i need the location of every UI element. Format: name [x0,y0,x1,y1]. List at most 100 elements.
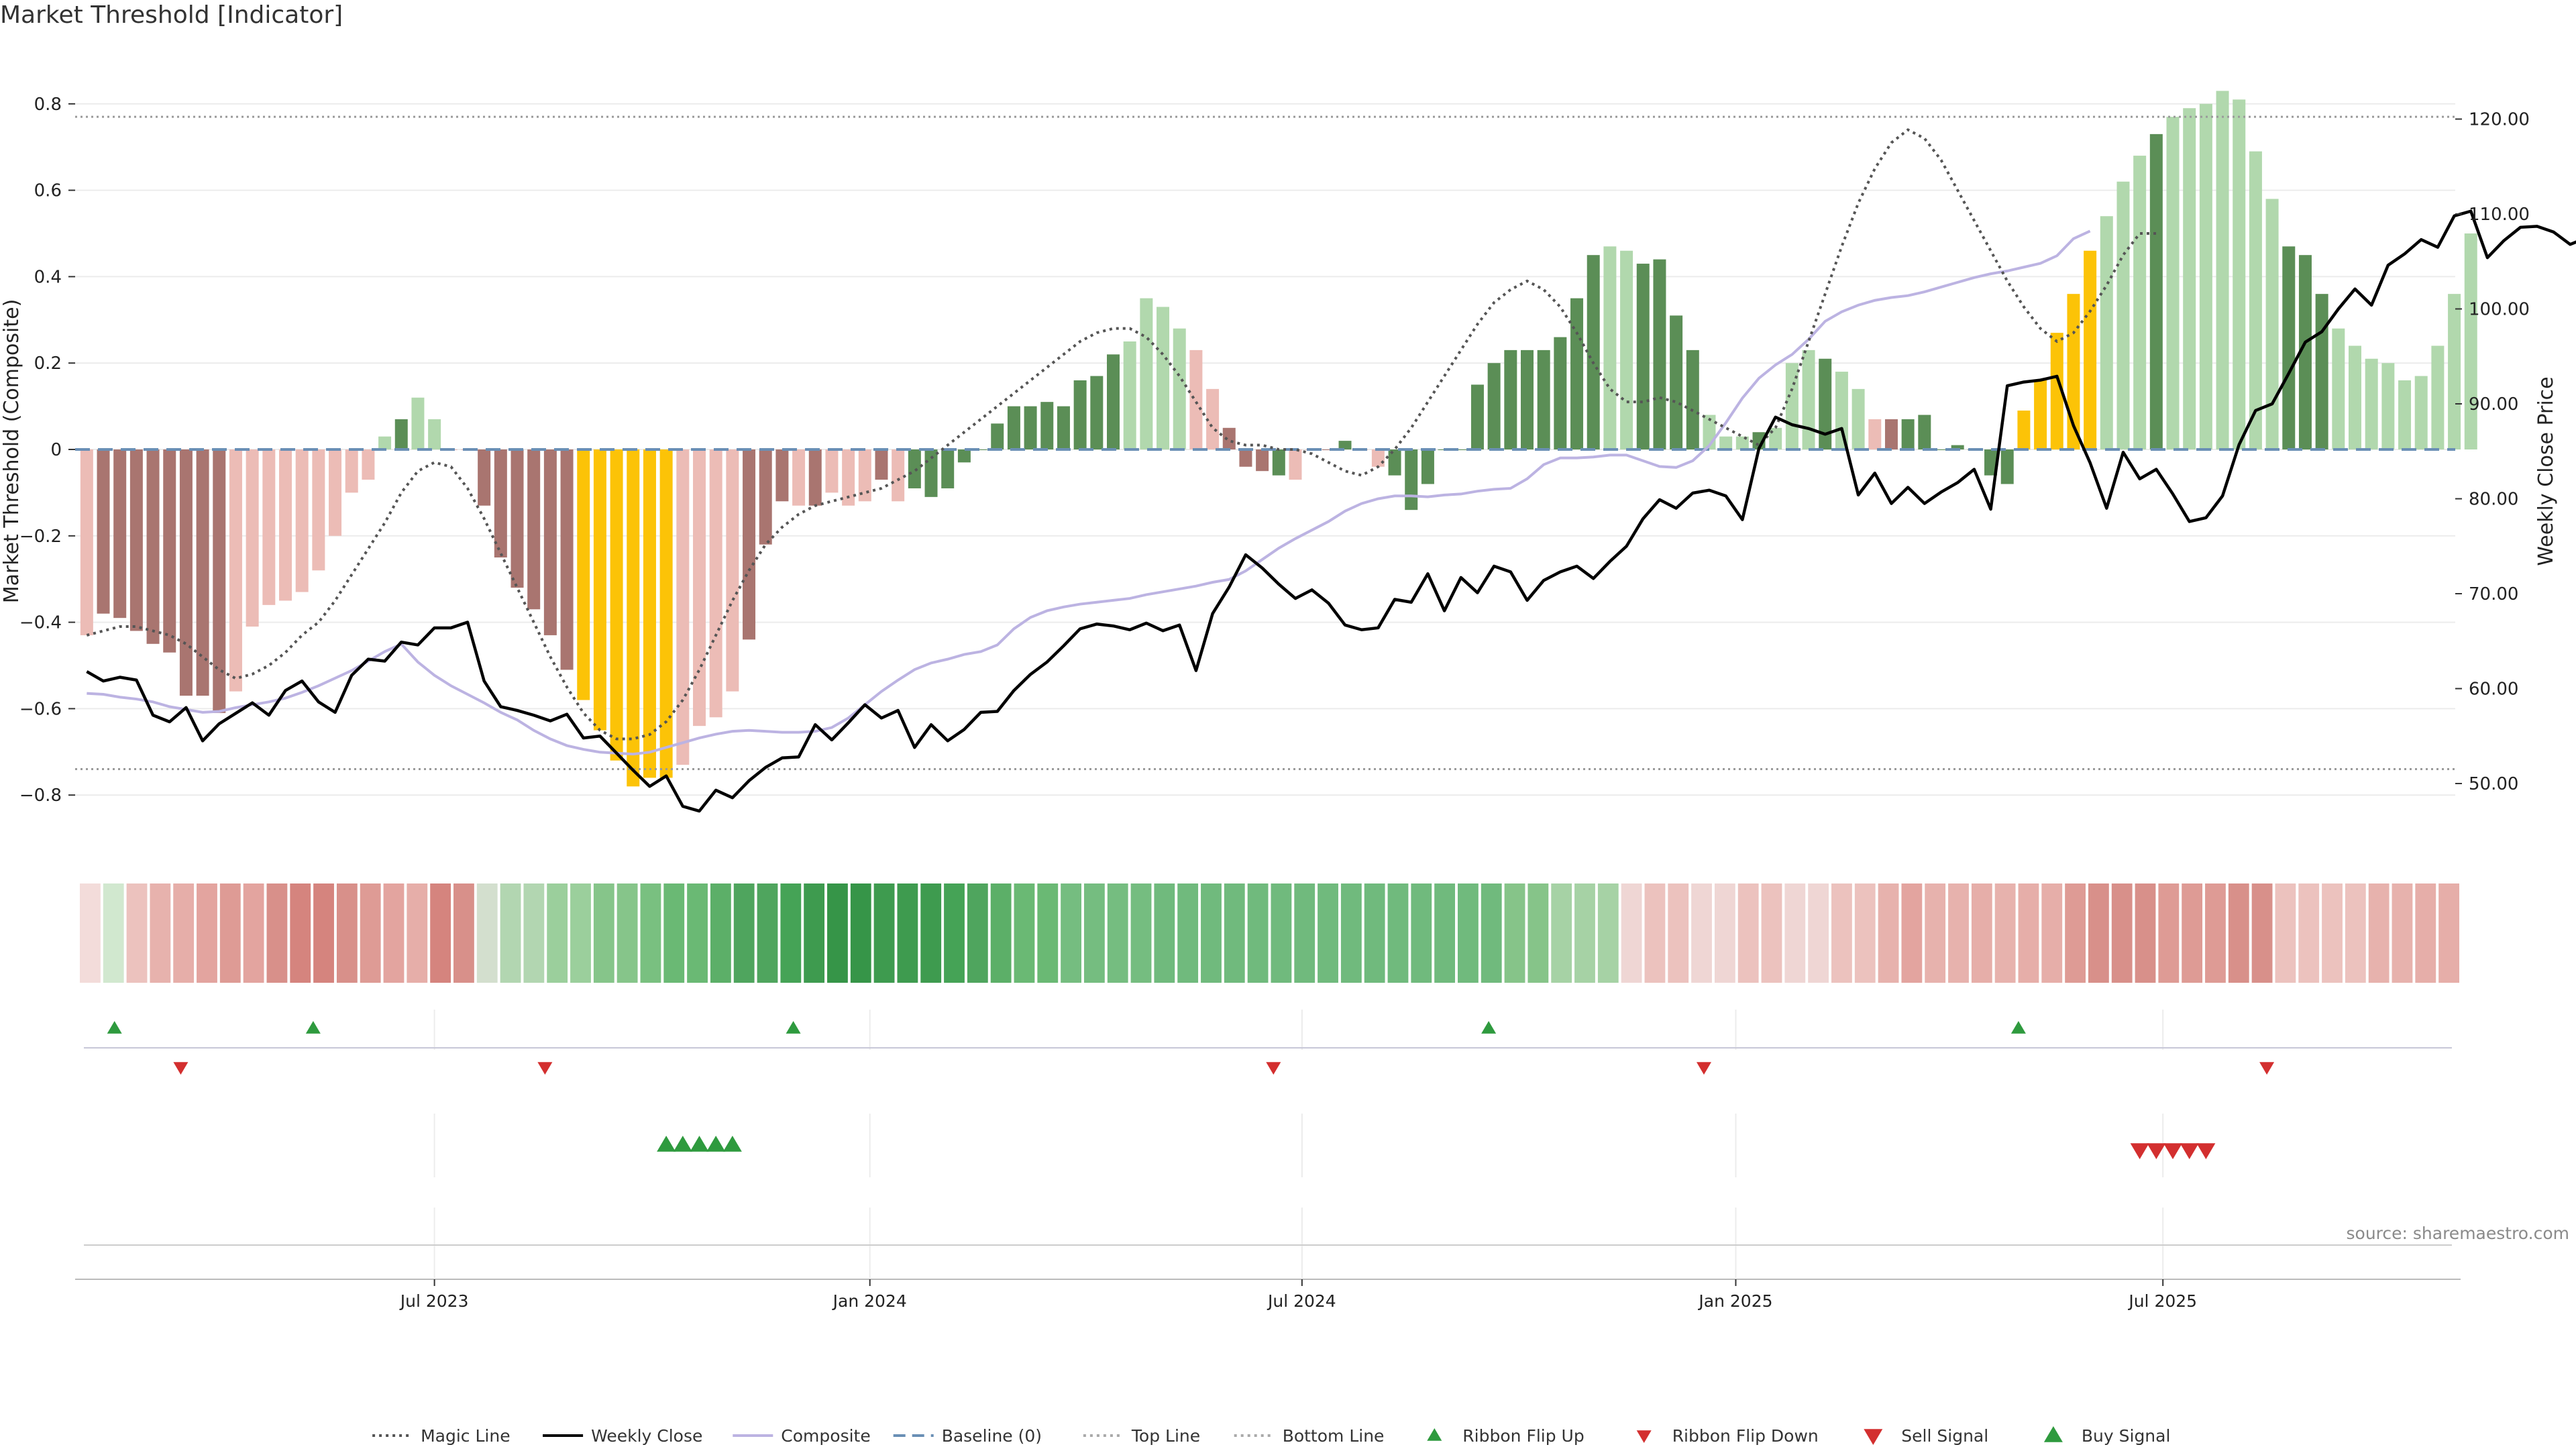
composite-bar [1140,298,1153,449]
weekly-close-line [86,209,2576,813]
buy-signal-marker [722,1136,742,1152]
ribbon-cell [967,883,988,983]
left-axis-tick-label: 0.8 [34,95,62,115]
composite-bar [163,449,176,653]
composite-bar [1272,449,1285,476]
ribbon-cell [2322,883,2343,983]
composite-bar [908,449,921,488]
ribbon-cell [687,883,708,983]
composite-bar [875,449,888,480]
ribbon-cell [1224,883,1245,983]
sell-signal-marker [2147,1143,2166,1159]
ribbon-cell [616,883,638,983]
composite-bar [2249,151,2262,449]
source-credit: source: sharemaestro.com [2346,1224,2570,1243]
legend-swatch [1636,1430,1652,1443]
ribbon-cell [897,883,918,983]
ribbon-cell [1083,883,1105,983]
ribbon-cell [2251,883,2273,983]
composite-bar [2084,250,2097,449]
ribbon-cell [1318,883,1338,983]
composite-bar [1653,259,1666,449]
ribbon-cell [150,883,171,983]
legend-item [1427,1428,1442,1441]
composite-bar [1371,449,1385,467]
composite-bar [2149,133,2163,449]
composite-bar [2381,363,2395,449]
composite-bar [279,449,292,601]
composite-bar [1487,363,1501,449]
composite-bar [2067,294,2080,449]
left-axis-title: Market Threshold (Composite) [0,299,23,604]
ribbon-cell [1808,883,1829,983]
chart-title: Market Threshold [Indicator] [0,1,343,29]
ribbon-cell [1340,883,1362,983]
composite-bar [129,449,143,631]
composite-bar [2298,255,2312,449]
buy-signal-marker [706,1136,726,1152]
composite-bar [2233,99,2246,450]
sell-signal-marker [2163,1143,2183,1159]
composite-bar [2398,380,2412,449]
composite-bar [543,449,557,635]
composite-bar [1901,419,1915,449]
left-axis-tick-label: −0.4 [19,613,62,633]
composite-bar [1504,350,1517,449]
legend [372,1426,2063,1445]
ribbon-cell [2275,883,2296,983]
legend-label: Buy Signal [2082,1426,2171,1446]
composite-bar [1620,250,1633,449]
ribbon-cell [290,883,311,983]
composite-bar [2100,216,2113,449]
composite-bar [1769,427,1782,449]
left-axis-tick-label: 0.4 [34,267,62,287]
ribbon-cell [1994,883,2016,983]
ribbon-cell [1434,883,1456,983]
ribbon-cell [453,883,474,983]
composite-bar [1935,449,1947,450]
composite-bar [792,449,806,506]
composite-bar [1537,350,1550,449]
composite-bar [1785,363,1799,449]
ribbon-cell [1668,883,1689,983]
ribbon-flip-up-marker [107,1021,122,1034]
composite-bar [1289,449,1302,480]
ribbon-cell [1831,883,1852,983]
buy-signal-marker [673,1136,692,1152]
ribbon-cell [1201,883,1222,983]
ribbon-cell [1714,883,1735,983]
composite-bar [1554,337,1567,449]
composite-bar [511,449,524,588]
composite-bar [1851,388,1865,449]
composite-bar [1057,406,1070,449]
composite-bar [1073,380,1087,449]
composite-bar [2265,199,2279,449]
composite-bar [726,449,739,692]
ribbon-flip-down-marker [173,1062,189,1075]
right-axis-tick-label: 120.00 [2469,110,2530,130]
left-axis-tick-label: 0.2 [34,354,62,374]
composite-bar [1222,427,1236,449]
ribbon-cell [1901,883,1923,983]
ribbon-cell [1644,883,1666,983]
ribbon-cell [1247,883,1269,983]
composite-bar [1239,449,1252,467]
ribbon-cell [920,883,942,983]
ribbon-cell [103,883,124,983]
ribbon-cell [1737,883,1759,983]
composite-bar [825,449,839,493]
sell-signal-marker [2130,1143,2149,1159]
composite-bar [1719,436,1733,449]
composite-bar [2050,333,2063,449]
composite-bar [179,449,193,696]
composite-bar [676,449,690,765]
ribbon-panel [80,883,2459,983]
ribbon-cell [360,883,381,983]
composite-bar [1802,350,1815,449]
ribbon-cell [1854,883,1876,983]
sell-signal-marker [2180,1143,2199,1159]
ribbon-cell [2415,883,2436,983]
ribbon-cell [663,883,685,983]
ribbon-cell [733,883,755,983]
